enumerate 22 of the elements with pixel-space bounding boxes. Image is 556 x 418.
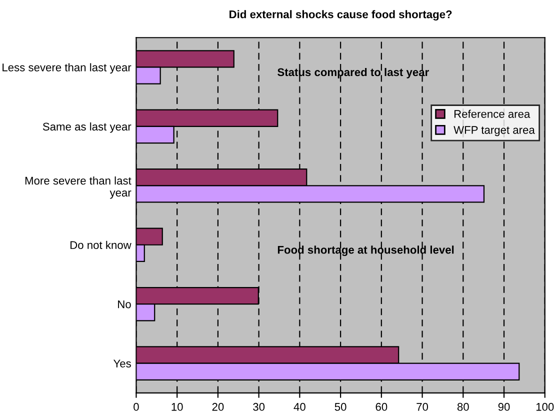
y-tick-label: Yes [113, 360, 131, 368]
x-tick-label: 60 [376, 402, 388, 411]
legend-label: WFP target area [454, 126, 535, 136]
x-tick-label: 80 [457, 402, 469, 411]
y-tick-label: Same as last year [42, 122, 132, 133]
x-tick-label: 40 [294, 402, 306, 411]
y-tick-label: Do not know [70, 240, 132, 250]
x-tick-label: 70 [416, 402, 428, 411]
annotation: Food shortage at household level [278, 246, 454, 256]
annotation: Status compared to last year [278, 68, 429, 78]
legend-label: Reference area [454, 110, 530, 118]
x-tick-label: 50 [334, 402, 346, 411]
x-tick-label: 0 [134, 402, 139, 411]
x-tick-label: 30 [253, 402, 265, 411]
x-tick-label: 10 [172, 402, 183, 411]
x-tick-label: 90 [498, 402, 510, 411]
chart-title: Did external shocks cause food shortage? [230, 10, 452, 21]
y-tick-label: No [118, 300, 131, 308]
x-tick-label: 20 [212, 402, 224, 411]
y-tick-label: Less severe than last year [2, 63, 132, 74]
x-tick-label: 100 [536, 402, 554, 411]
y-tick-label: More severe than last year [25, 176, 132, 199]
